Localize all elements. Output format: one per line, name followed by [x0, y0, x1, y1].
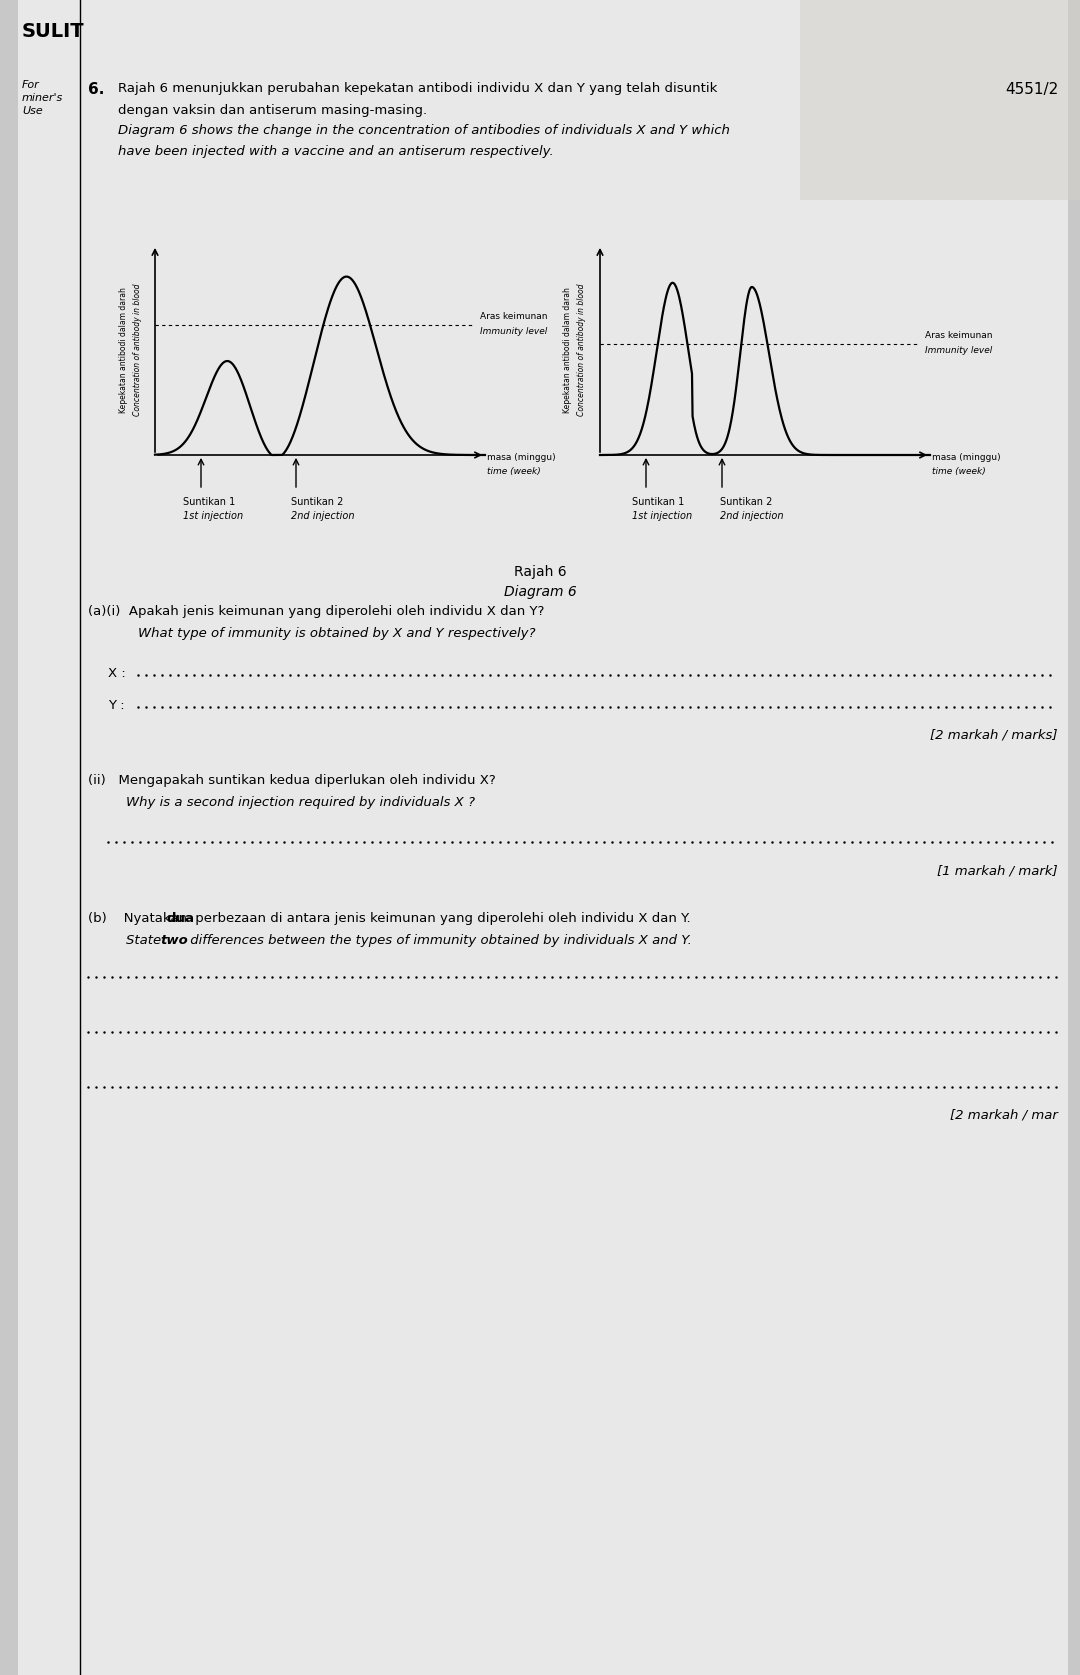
- Text: [1 markah / mark]: [1 markah / mark]: [937, 864, 1058, 878]
- Text: For
miner's
Use: For miner's Use: [22, 80, 64, 116]
- Text: differences between the types of immunity obtained by individuals X and Y.: differences between the types of immunit…: [186, 935, 692, 946]
- Text: 1st injection: 1st injection: [183, 511, 243, 521]
- Text: dengan vaksin dan antiserum masing-masing.: dengan vaksin dan antiserum masing-masin…: [118, 104, 427, 117]
- Text: Diagram 6: Diagram 6: [503, 585, 577, 600]
- Text: time (week): time (week): [932, 467, 986, 476]
- Text: Suntikan 1: Suntikan 1: [632, 497, 685, 508]
- Bar: [800, 0, 1080, 199]
- Text: Aras keimunan: Aras keimunan: [924, 332, 993, 340]
- Text: (b)    Nyatakan: (b) Nyatakan: [87, 911, 191, 925]
- Text: Why is a second injection required by individuals X ?: Why is a second injection required by in…: [126, 796, 475, 809]
- Text: What type of immunity is obtained by X and Y respectively?: What type of immunity is obtained by X a…: [138, 626, 536, 640]
- Text: perbezaan di antara jenis keimunan yang diperolehi oleh individu X dan Y.: perbezaan di antara jenis keimunan yang …: [191, 911, 690, 925]
- Text: 6.: 6.: [87, 82, 105, 97]
- Text: 1st injection: 1st injection: [632, 511, 692, 521]
- Text: Kepekatan antibodi dalam darah: Kepekatan antibodi dalam darah: [564, 286, 572, 414]
- Text: Aras keimunan: Aras keimunan: [480, 312, 548, 322]
- Text: dua: dua: [166, 911, 194, 925]
- Text: Immunity level: Immunity level: [924, 347, 993, 355]
- Text: Concentration of antibody in blood: Concentration of antibody in blood: [133, 283, 141, 417]
- Text: masa (minggu): masa (minggu): [487, 452, 555, 462]
- Text: Suntikan 2: Suntikan 2: [720, 497, 772, 508]
- Text: Suntikan 1: Suntikan 1: [183, 497, 235, 508]
- Text: two: two: [160, 935, 188, 946]
- Text: [2 markah / mar: [2 markah / mar: [950, 1109, 1058, 1122]
- Text: 2nd injection: 2nd injection: [291, 511, 354, 521]
- Text: Suntikan 2: Suntikan 2: [291, 497, 343, 508]
- Text: (a)(i)  Apakah jenis keimunan yang diperolehi oleh individu X dan Y?: (a)(i) Apakah jenis keimunan yang dipero…: [87, 605, 544, 618]
- Text: time (week): time (week): [487, 467, 541, 476]
- Text: Rajah 6 menunjukkan perubahan kepekatan antibodi individu X dan Y yang telah dis: Rajah 6 menunjukkan perubahan kepekatan …: [118, 82, 717, 95]
- Text: Concentration of antibody in blood: Concentration of antibody in blood: [578, 283, 586, 417]
- Text: (ii)   Mengapakah suntikan kedua diperlukan oleh individu X?: (ii) Mengapakah suntikan kedua diperluka…: [87, 774, 496, 787]
- Text: masa (minggu): masa (minggu): [932, 452, 1001, 462]
- Text: [2 markah / marks]: [2 markah / marks]: [931, 729, 1058, 742]
- Text: State: State: [126, 935, 165, 946]
- Text: Diagram 6 shows the change in the concentration of antibodies of individuals X a: Diagram 6 shows the change in the concen…: [118, 124, 730, 137]
- Text: 2nd injection: 2nd injection: [720, 511, 783, 521]
- Text: Y :: Y :: [108, 698, 129, 712]
- Text: 4551/2: 4551/2: [1004, 82, 1058, 97]
- Text: have been injected with a vaccine and an antiserum respectively.: have been injected with a vaccine and an…: [118, 146, 554, 157]
- Text: X :: X :: [108, 667, 130, 680]
- Text: Kepekatan antibodi dalam darah: Kepekatan antibodi dalam darah: [119, 286, 127, 414]
- Text: Rajah 6: Rajah 6: [514, 564, 566, 580]
- Text: SULIT: SULIT: [22, 22, 84, 40]
- Text: Immunity level: Immunity level: [480, 327, 548, 337]
